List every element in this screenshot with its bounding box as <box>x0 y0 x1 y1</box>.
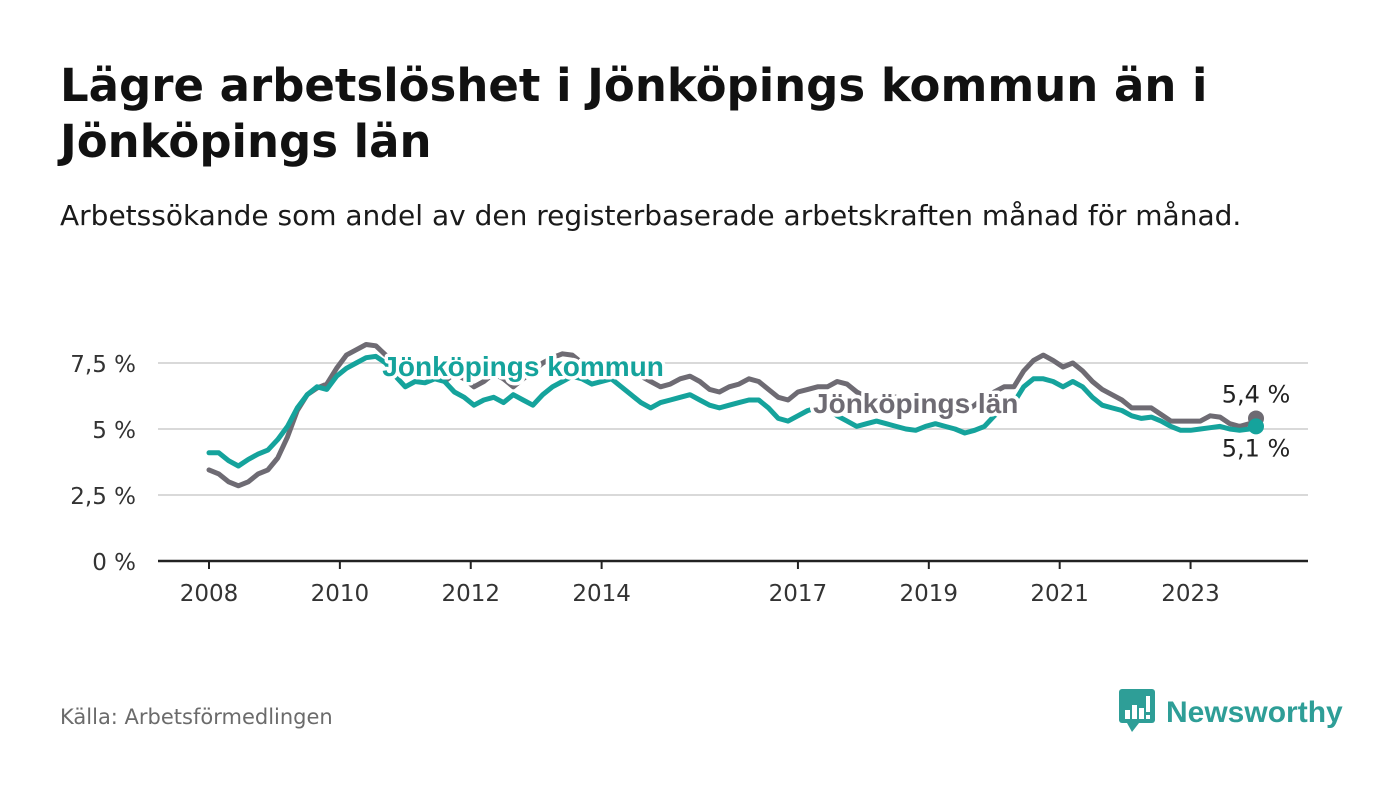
end-marker <box>1248 418 1264 435</box>
y-tick-label: 7,5 % <box>70 352 136 378</box>
newsworthy-logo-icon <box>1118 688 1156 738</box>
chart-title: Lägre arbetslöshet i Jönköpings kommun ä… <box>60 59 1208 168</box>
x-tick-label: 2012 <box>441 581 500 607</box>
brand-name: Newsworthy <box>1166 696 1343 729</box>
y-tick-label: 5 % <box>92 418 136 444</box>
x-tick-label: 2008 <box>180 581 239 607</box>
x-tick-label: 2021 <box>1030 581 1089 607</box>
x-tick-label: 2023 <box>1161 581 1220 607</box>
end-value-label: 5,4 % <box>1222 380 1291 408</box>
x-tick-label: 2010 <box>311 581 370 607</box>
end-value-label: 5,1 % <box>1222 434 1291 462</box>
source-note: Källa: Arbetsförmedlingen <box>60 705 333 729</box>
y-tick-label: 0 % <box>92 550 136 576</box>
series-label: Jönköpings län <box>813 388 1018 419</box>
series-line-jönköpings-kommun <box>206 353 1259 469</box>
x-tick-label: 2014 <box>572 581 631 607</box>
series-label: Jönköpings kommun <box>382 351 664 382</box>
chart-subtitle: Arbetssökande som andel av den registerb… <box>60 199 1242 232</box>
y-tick-label: 2,5 % <box>70 484 136 510</box>
x-tick-label: 2017 <box>769 581 828 607</box>
series-line-jönköpings-län <box>206 342 1259 489</box>
x-tick-label: 2019 <box>900 581 959 607</box>
brand[interactable]: Newsworthy <box>1118 688 1343 738</box>
